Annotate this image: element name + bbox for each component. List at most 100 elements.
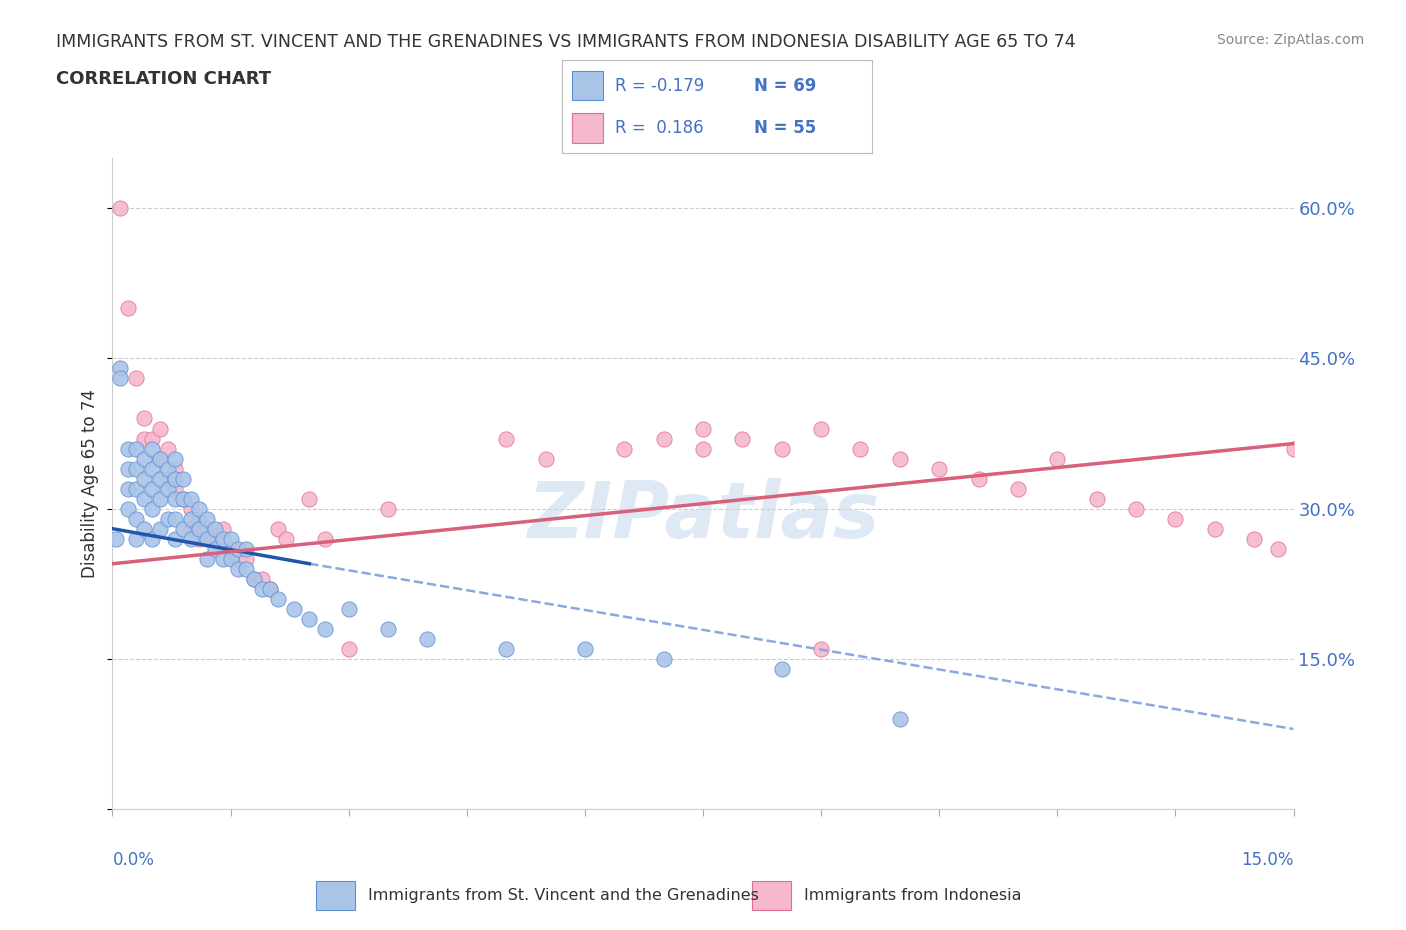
Point <box>110 201 132 216</box>
Text: CORRELATION CHART: CORRELATION CHART <box>56 70 271 87</box>
Point <box>132 491 155 506</box>
Point <box>652 651 675 666</box>
Text: IMMIGRANTS FROM ST. VINCENT AND THE GRENADINES VS IMMIGRANTS FROM INDONESIA DISA: IMMIGRANTS FROM ST. VINCENT AND THE GREN… <box>56 33 1076 50</box>
Point <box>125 481 148 496</box>
Point <box>889 451 911 466</box>
Point <box>574 642 596 657</box>
Text: 15.0%: 15.0% <box>1241 851 1294 869</box>
Point <box>211 551 233 566</box>
Point <box>274 531 297 546</box>
Point <box>156 461 179 476</box>
Point <box>731 432 754 446</box>
Point <box>165 451 187 466</box>
Point <box>117 501 139 516</box>
Point <box>188 521 211 536</box>
FancyBboxPatch shape <box>572 71 603 100</box>
Point <box>156 512 179 526</box>
Point <box>149 451 172 466</box>
Point <box>211 521 233 536</box>
Point <box>172 491 194 506</box>
Point <box>141 461 163 476</box>
Point <box>810 421 832 436</box>
Point <box>652 432 675 446</box>
Text: R =  0.186: R = 0.186 <box>614 119 703 138</box>
Point <box>692 441 714 456</box>
Point <box>165 461 187 476</box>
Point <box>105 531 128 546</box>
Point <box>849 441 872 456</box>
Point <box>165 481 187 496</box>
Point <box>149 521 172 536</box>
Point <box>243 571 266 586</box>
Point <box>1282 441 1305 456</box>
Point <box>141 432 163 446</box>
Point <box>337 602 360 617</box>
Point <box>613 441 636 456</box>
Point <box>204 541 226 556</box>
Point <box>495 432 517 446</box>
Point <box>267 591 290 606</box>
Point <box>770 661 793 676</box>
Point <box>180 491 202 506</box>
Point <box>1164 512 1187 526</box>
Point <box>889 711 911 726</box>
Point <box>243 571 266 586</box>
Point <box>125 461 148 476</box>
Point <box>810 642 832 657</box>
Point <box>141 531 163 546</box>
Point <box>228 551 250 566</box>
Point <box>228 562 250 577</box>
Point <box>149 491 172 506</box>
Point <box>149 421 172 436</box>
Point <box>1267 541 1289 556</box>
Point <box>967 472 990 486</box>
Point <box>117 461 139 476</box>
Point <box>534 451 557 466</box>
Point <box>235 541 257 556</box>
Point <box>132 411 155 426</box>
Point <box>165 491 187 506</box>
Point <box>180 531 202 546</box>
Point <box>165 472 187 486</box>
Point <box>250 581 273 596</box>
Point <box>377 621 399 636</box>
Point <box>180 501 202 516</box>
Point <box>211 531 233 546</box>
Point <box>156 472 179 486</box>
Point <box>204 531 226 546</box>
Point <box>132 451 155 466</box>
Point <box>117 481 139 496</box>
Point <box>188 531 211 546</box>
FancyBboxPatch shape <box>316 881 356 910</box>
Point <box>259 581 281 596</box>
Point <box>125 371 148 386</box>
Point <box>165 512 187 526</box>
Point <box>267 521 290 536</box>
Point <box>117 301 139 316</box>
Point <box>188 501 211 516</box>
Point <box>770 441 793 456</box>
Point <box>495 642 517 657</box>
Point <box>149 472 172 486</box>
Point <box>692 421 714 436</box>
Point <box>188 512 211 526</box>
Point <box>172 491 194 506</box>
Point <box>204 521 226 536</box>
Point <box>132 432 155 446</box>
Point <box>132 472 155 486</box>
Point <box>125 441 148 456</box>
Point <box>1125 501 1147 516</box>
Point <box>228 541 250 556</box>
Point <box>219 551 242 566</box>
Point <box>259 581 281 596</box>
Point <box>1243 531 1265 546</box>
Point <box>235 562 257 577</box>
Point <box>298 491 321 506</box>
Y-axis label: Disability Age 65 to 74: Disability Age 65 to 74 <box>82 389 100 578</box>
Point <box>141 481 163 496</box>
Text: N = 55: N = 55 <box>754 119 817 138</box>
Point <box>377 501 399 516</box>
FancyBboxPatch shape <box>572 113 603 143</box>
Text: N = 69: N = 69 <box>754 76 817 95</box>
Point <box>1204 521 1226 536</box>
